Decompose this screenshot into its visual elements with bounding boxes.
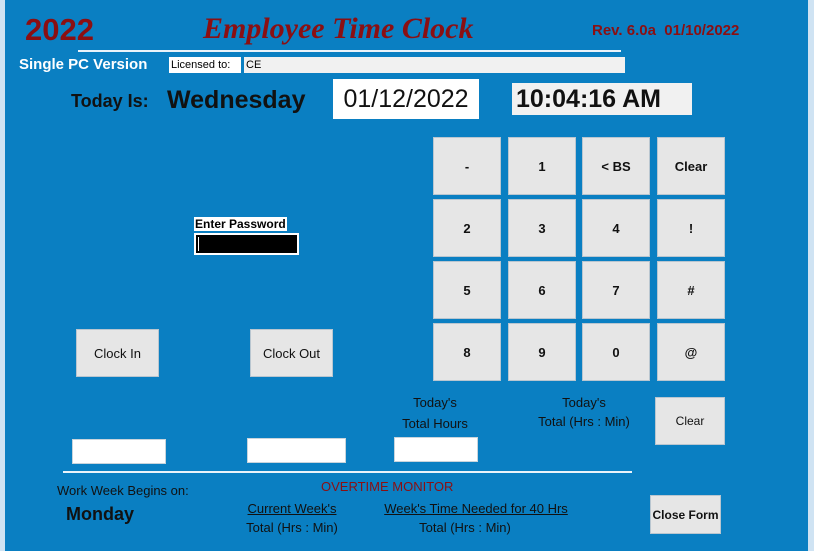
keypad-key[interactable]: Clear <box>657 137 725 195</box>
revision-label: Rev. 6.0a 01/10/2022 <box>592 22 740 39</box>
current-week-total-label: Total (Hrs : Min) <box>246 520 338 535</box>
time-clock-window: 2022 Employee Time Clock Rev. 6.0a 01/10… <box>5 0 808 551</box>
keypad-key[interactable]: @ <box>657 323 725 381</box>
keypad-key[interactable]: 2 <box>433 199 501 257</box>
close-form-button[interactable]: Close Form <box>650 495 721 534</box>
keypad-key[interactable]: 8 <box>433 323 501 381</box>
week-begins-label: Work Week Begins on: <box>57 483 189 498</box>
today-total-label-1: Today's <box>562 395 606 410</box>
clear-totals-button[interactable]: Clear <box>655 397 725 445</box>
version-label: Single PC Version <box>19 56 148 73</box>
date-display: 01/12/2022 <box>333 79 479 119</box>
password-label: Enter Password <box>194 217 287 231</box>
licensed-value: CE <box>244 57 625 73</box>
keypad-key[interactable]: 4 <box>582 199 650 257</box>
keypad-key[interactable]: - <box>433 137 501 195</box>
keypad-key[interactable]: 0 <box>582 323 650 381</box>
week-begins-value: Monday <box>66 504 135 524</box>
keypad-key[interactable]: 5 <box>433 261 501 319</box>
keypad-key[interactable]: ! <box>657 199 725 257</box>
keypad-key[interactable]: 3 <box>508 199 576 257</box>
clock-in-time-field[interactable] <box>72 439 166 464</box>
section-divider <box>63 471 632 473</box>
time-display: 10:04:16 AM <box>512 83 692 115</box>
today-total-hours-field[interactable] <box>394 437 478 462</box>
year-label: 2022 <box>25 12 94 47</box>
weekday-value: Wednesday <box>167 86 306 114</box>
keypad-key[interactable]: 6 <box>508 261 576 319</box>
password-input[interactable] <box>194 233 299 255</box>
title-divider <box>78 50 621 52</box>
clock-out-time-field[interactable] <box>247 438 346 463</box>
clock-in-button[interactable]: Clock In <box>76 329 159 377</box>
needed-40-total-label: Total (Hrs : Min) <box>419 520 511 535</box>
today-total-label-2: Total (Hrs : Min) <box>538 414 630 429</box>
overtime-monitor-title: OVERTIME MONITOR <box>321 479 454 494</box>
current-week-label: Current Week's <box>247 501 337 516</box>
clock-out-button[interactable]: Clock Out <box>250 329 333 377</box>
app-title: Employee Time Clock <box>203 12 474 45</box>
needed-40-label: Week's Time Needed for 40 Hrs <box>384 501 568 516</box>
keypad-key[interactable]: 9 <box>508 323 576 381</box>
today-hours-label-2: Total Hours <box>402 416 468 431</box>
today-label: Today Is: <box>71 91 149 111</box>
keypad-key[interactable]: 1 <box>508 137 576 195</box>
keypad-key[interactable]: 7 <box>582 261 650 319</box>
licensed-label: Licensed to: <box>169 57 241 73</box>
keypad-key[interactable]: # <box>657 261 725 319</box>
keypad-key[interactable]: < BS <box>582 137 650 195</box>
today-hours-label-1: Today's <box>413 395 457 410</box>
